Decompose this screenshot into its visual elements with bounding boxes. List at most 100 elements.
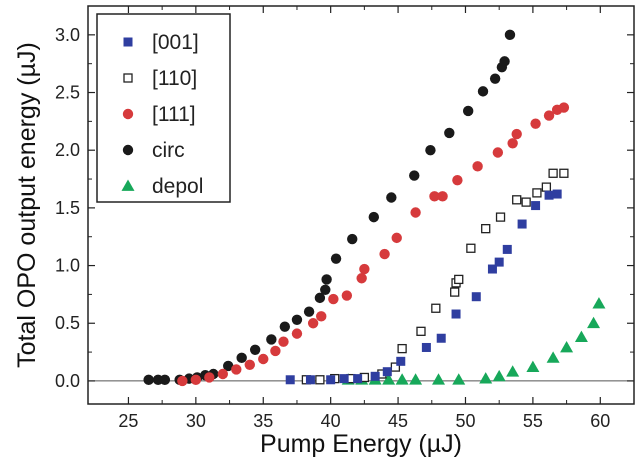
data-point	[328, 293, 339, 305]
series-001	[285, 189, 562, 385]
data-point	[429, 191, 440, 202]
data-point	[487, 264, 497, 274]
data-point	[305, 375, 315, 385]
data-point	[307, 318, 319, 329]
data-point	[495, 212, 506, 222]
data-point	[526, 360, 540, 372]
y-tick-label: 2.0	[55, 140, 80, 160]
legend-marker	[123, 73, 133, 83]
data-point	[285, 375, 295, 385]
data-point	[492, 147, 504, 158]
data-point	[499, 56, 510, 67]
legend-marker	[123, 37, 133, 47]
x-tick-label: 50	[455, 411, 475, 431]
data-point	[266, 334, 277, 345]
data-marks	[143, 29, 606, 387]
legend-label: [110]	[152, 67, 197, 90]
data-point	[395, 373, 409, 385]
data-point	[425, 145, 436, 156]
data-point	[481, 223, 491, 234]
data-point	[421, 342, 431, 352]
data-point	[390, 362, 401, 372]
data-point	[544, 190, 554, 200]
legend-marker	[122, 144, 134, 156]
x-tick-label: 25	[118, 411, 138, 431]
y-axis-title: Total OPO output energy (µJ)	[13, 42, 41, 368]
data-point	[479, 372, 493, 384]
data-point	[541, 182, 552, 192]
data-point	[436, 333, 446, 343]
x-tick-label: 40	[321, 411, 341, 431]
y-tick-labels: 0.0 0.5 1.0 1.5 2.0 2.5 3.0	[55, 25, 80, 391]
data-point	[410, 207, 421, 218]
data-point	[492, 369, 506, 382]
data-point	[416, 326, 426, 336]
x-tick-label: 45	[388, 411, 408, 431]
data-point	[217, 368, 229, 380]
data-point	[397, 343, 407, 354]
data-point	[512, 195, 522, 205]
data-point	[462, 105, 474, 117]
legend-marker	[122, 108, 134, 120]
data-point	[278, 336, 289, 347]
data-point	[204, 372, 215, 383]
data-point	[316, 311, 327, 322]
data-point	[548, 168, 558, 178]
data-point	[391, 232, 402, 244]
data-point	[159, 374, 171, 385]
legend-label: circ	[152, 139, 185, 162]
data-point	[236, 352, 247, 364]
data-point	[339, 374, 349, 384]
plot-frame	[87, 5, 635, 405]
data-point	[303, 306, 315, 317]
data-point	[451, 309, 461, 319]
data-point	[437, 191, 448, 202]
axis-ticks	[88, 6, 634, 404]
data-point	[452, 373, 466, 385]
x-tick-labels: 25 30 35 40 45 50 55 60	[118, 411, 610, 431]
data-point	[452, 174, 463, 186]
data-point	[291, 314, 303, 325]
y-tick-label: 0.5	[55, 313, 80, 333]
data-point	[359, 263, 370, 275]
data-point	[546, 351, 560, 363]
data-point	[347, 233, 358, 245]
data-point	[507, 138, 518, 149]
data-point	[552, 189, 562, 199]
y-tick-label: 1.5	[55, 198, 80, 218]
data-point	[244, 359, 255, 370]
data-point	[353, 374, 363, 384]
data-point	[471, 292, 481, 302]
data-point	[190, 374, 202, 385]
data-point	[386, 192, 397, 203]
data-point	[356, 273, 367, 284]
data-point	[511, 128, 522, 140]
legend-box	[96, 13, 231, 203]
data-point	[321, 274, 332, 285]
data-point	[489, 73, 501, 84]
data-point	[396, 356, 406, 366]
legend-label: [111]	[152, 103, 196, 126]
data-point	[531, 201, 541, 211]
x-tick-label: 55	[523, 411, 543, 431]
data-point	[258, 353, 269, 365]
data-point	[559, 168, 569, 178]
data-point	[291, 328, 303, 339]
data-point	[279, 321, 291, 332]
data-point	[231, 364, 242, 375]
data-point	[143, 374, 154, 385]
legend-label: depol	[152, 175, 203, 198]
data-point	[409, 170, 420, 181]
data-point	[454, 274, 464, 285]
y-tick-label: 2.5	[55, 83, 80, 103]
data-point	[314, 292, 326, 304]
data-point	[326, 375, 336, 385]
x-tick-label: 35	[253, 411, 273, 431]
data-point	[494, 257, 504, 267]
data-point	[341, 290, 353, 301]
data-point	[382, 373, 396, 385]
x-axis-title: Pump Energy (µJ)	[260, 430, 462, 458]
data-point	[450, 287, 460, 297]
data-point	[574, 330, 588, 342]
